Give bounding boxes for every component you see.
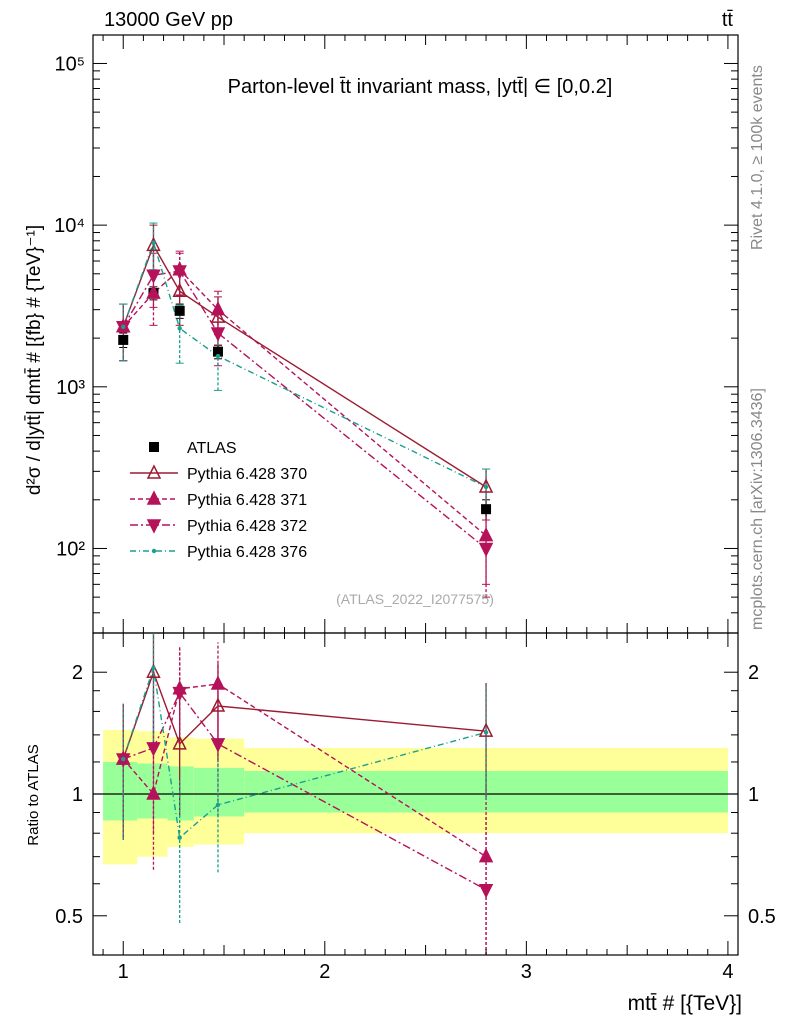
legend-marker-pythia-6-428-372 [146, 519, 162, 534]
data-point-pythia-6-428-370 [172, 282, 187, 297]
data-point-atlas [174, 305, 185, 316]
y-tick-label: 10⁴ [54, 215, 85, 237]
x-axis-label: mtt̄ # [{TeV}] [628, 992, 742, 1015]
ratio-tick-label-right: 1 [748, 784, 759, 806]
mcplots-label: mcplots.cern.ch [arXiv:1306.3436] [749, 388, 766, 630]
ratio-point-pythia-6-428-370 [172, 735, 187, 750]
x-tick-label: 3 [521, 961, 532, 983]
data-point-pythia-6-428-372 [478, 542, 494, 558]
data-point-pythia-6-428-376 [121, 324, 126, 330]
legend-label-pythia-6-428-372: Pythia 6.428 372 [187, 518, 307, 535]
ratio-point-pythia-6-428-372 [210, 738, 226, 753]
data-point-pythia-6-428-371 [478, 526, 494, 542]
energy-label: 13000 GeV pp [104, 9, 233, 31]
ratio-point-pythia-6-428-370 [210, 697, 226, 712]
rivet-version-label: Rivet 4.1.0, ≥ 100k events [749, 65, 766, 250]
y-tick-label: 10³ [56, 377, 85, 399]
ratio-y-axis-label: Ratio to ATLAS [25, 744, 42, 845]
legend-label-atlas: ATLAS [187, 440, 237, 457]
data-point-pythia-6-428-376 [177, 326, 182, 331]
legend-label-pythia-6-428-376: Pythia 6.428 376 [187, 544, 307, 561]
plot-title: Parton-level t̄t invariant mass, |ytt̄| … [228, 76, 613, 98]
legend-marker-pythia-6-428-371 [146, 490, 162, 505]
ratio-tick-label: 1 [72, 784, 83, 806]
ratio-point-pythia-6-428-376 [215, 802, 221, 808]
ratio-point-pythia-6-428-370 [146, 663, 161, 678]
ratio-tick-label-right: 2 [748, 662, 759, 684]
data-point-atlas [481, 504, 492, 515]
ratio-point-pythia-6-428-376 [121, 756, 126, 762]
legend-label-pythia-6-428-370: Pythia 6.428 370 [187, 466, 307, 483]
ratio-point-pythia-6-428-376 [151, 665, 156, 671]
legend-marker-atlas [149, 442, 159, 452]
legend-label-pythia-6-428-371: Pythia 6.428 371 [187, 492, 307, 509]
ratio-line-pythia-6-428-372 [122, 691, 487, 891]
ratio-point-pythia-6-428-372 [172, 686, 187, 702]
ratio-tick-label: 0.5 [55, 906, 83, 928]
data-point-atlas [118, 334, 129, 345]
data-point-pythia-6-428-371 [146, 284, 161, 299]
ratio-point-pythia-6-428-370 [478, 722, 494, 737]
ratio-point-pythia-6-428-371 [210, 675, 226, 690]
data-point-pythia-6-428-370 [478, 478, 494, 493]
x-tick-label: 4 [722, 961, 733, 983]
x-tick-label: 2 [319, 961, 330, 983]
series-line-pythia-6-428-376 [122, 240, 487, 488]
y-tick-label: 10⁵ [54, 53, 85, 75]
data-point-pythia-6-428-376 [215, 353, 221, 359]
data-point-pythia-6-428-372 [146, 269, 161, 284]
ratio-point-pythia-6-428-372 [146, 742, 161, 757]
data-point-pythia-6-428-372 [210, 327, 226, 342]
legend-marker-pythia-6-428-370 [146, 464, 162, 479]
data-point-pythia-6-428-372 [172, 265, 187, 280]
data-point-atlas [212, 346, 223, 357]
ratio-point-pythia-6-428-371 [146, 785, 161, 800]
ratio-point-pythia-6-428-376 [177, 835, 182, 840]
ratio-panel [92, 632, 739, 956]
main-panel: ATLAS Pythia 6.428 370 Pythia 6.428 371 Pyt… [92, 34, 739, 634]
y-axis-label: d²σ / d|ytt̄| dmtt̄ # [{fb} # {TeV}⁻¹] [24, 225, 45, 495]
analysis-watermark: (ATLAS_2022_I2077575) [336, 591, 494, 607]
y-tick-label: 10² [56, 538, 85, 560]
process-label: tt̄ [722, 9, 734, 31]
data-point-pythia-6-428-376 [151, 240, 156, 245]
data-point-pythia-6-428-370 [146, 236, 161, 252]
x-tick-label: 1 [118, 961, 129, 983]
ratio-point-pythia-6-428-372 [478, 883, 494, 899]
ratio-tick-label-right: 0.5 [748, 906, 776, 928]
uncertainty-band-green [103, 761, 138, 821]
series-line-pythia-6-428-370 [122, 243, 487, 488]
ratio-tick-label: 2 [72, 662, 83, 684]
ratio-point-pythia-6-428-371 [478, 847, 494, 863]
data-point-pythia-6-428-370 [210, 308, 226, 323]
uncertainty-band-green [193, 767, 245, 817]
data-point-pythia-6-428-371 [210, 300, 226, 316]
data-point-pythia-6-428-376 [483, 484, 489, 490]
ratio-point-pythia-6-428-376 [483, 730, 489, 735]
legend-marker-pythia-6-428-376 [151, 548, 157, 554]
